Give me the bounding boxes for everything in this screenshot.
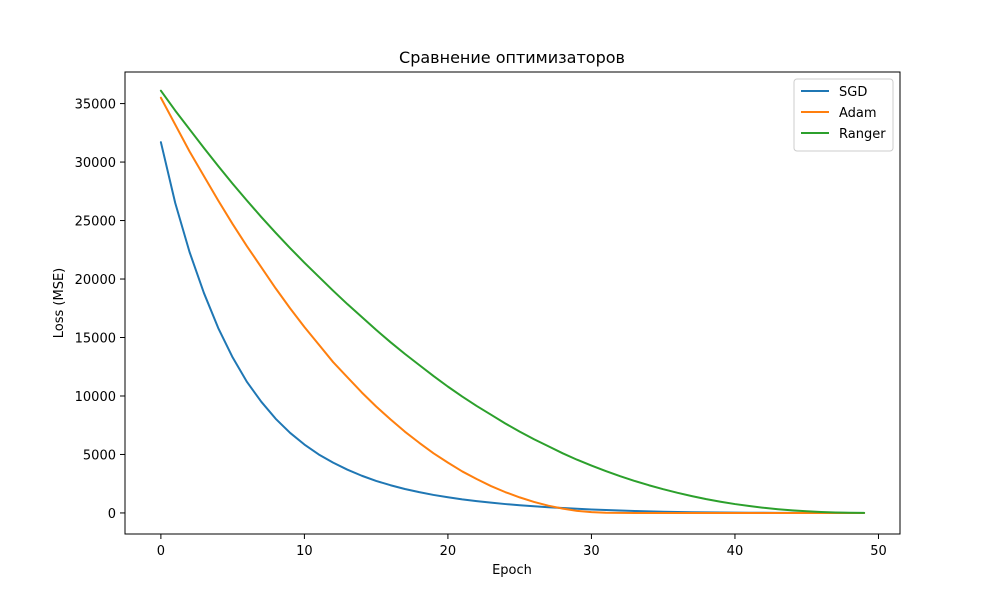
x-axis: 0 10 20 30 40 50 — [157, 534, 887, 559]
y-tick-label: 35000 — [75, 98, 116, 113]
legend-label-adam: Adam — [839, 106, 877, 121]
x-tick-label: 50 — [870, 544, 887, 559]
chart-title: Сравнение оптимизаторов — [399, 48, 625, 67]
y-tick-label: 10000 — [75, 390, 116, 405]
y-axis: 0 5000 10000 15000 20000 25000 30000 35000 — [75, 98, 125, 522]
y-tick-label: 0 — [108, 507, 116, 522]
series-line-ranger — [159, 89, 866, 514]
y-tick-label: 15000 — [75, 332, 116, 347]
y-tick-label: 30000 — [75, 156, 116, 171]
x-tick-label: 20 — [440, 544, 457, 559]
x-tick-label: 30 — [583, 544, 600, 559]
x-tick-label: 0 — [157, 544, 165, 559]
legend: SGD Adam Ranger — [793, 78, 894, 152]
y-axis-title: Loss (MSE) — [52, 268, 67, 338]
legend-label-ranger: Ranger — [839, 127, 886, 142]
x-axis-title: Epoch — [492, 563, 532, 578]
plot-frame — [124, 71, 901, 535]
series-line-adam — [159, 96, 866, 514]
y-tick-label: 5000 — [83, 448, 116, 463]
x-tick-label: 10 — [296, 544, 313, 559]
legend-label-sgd: SGD — [839, 85, 867, 100]
y-tick-label: 20000 — [75, 273, 116, 288]
plot-area — [125, 72, 900, 534]
x-tick-label: 40 — [727, 544, 744, 559]
series-layer — [159, 89, 866, 514]
y-tick-label: 25000 — [75, 215, 116, 230]
